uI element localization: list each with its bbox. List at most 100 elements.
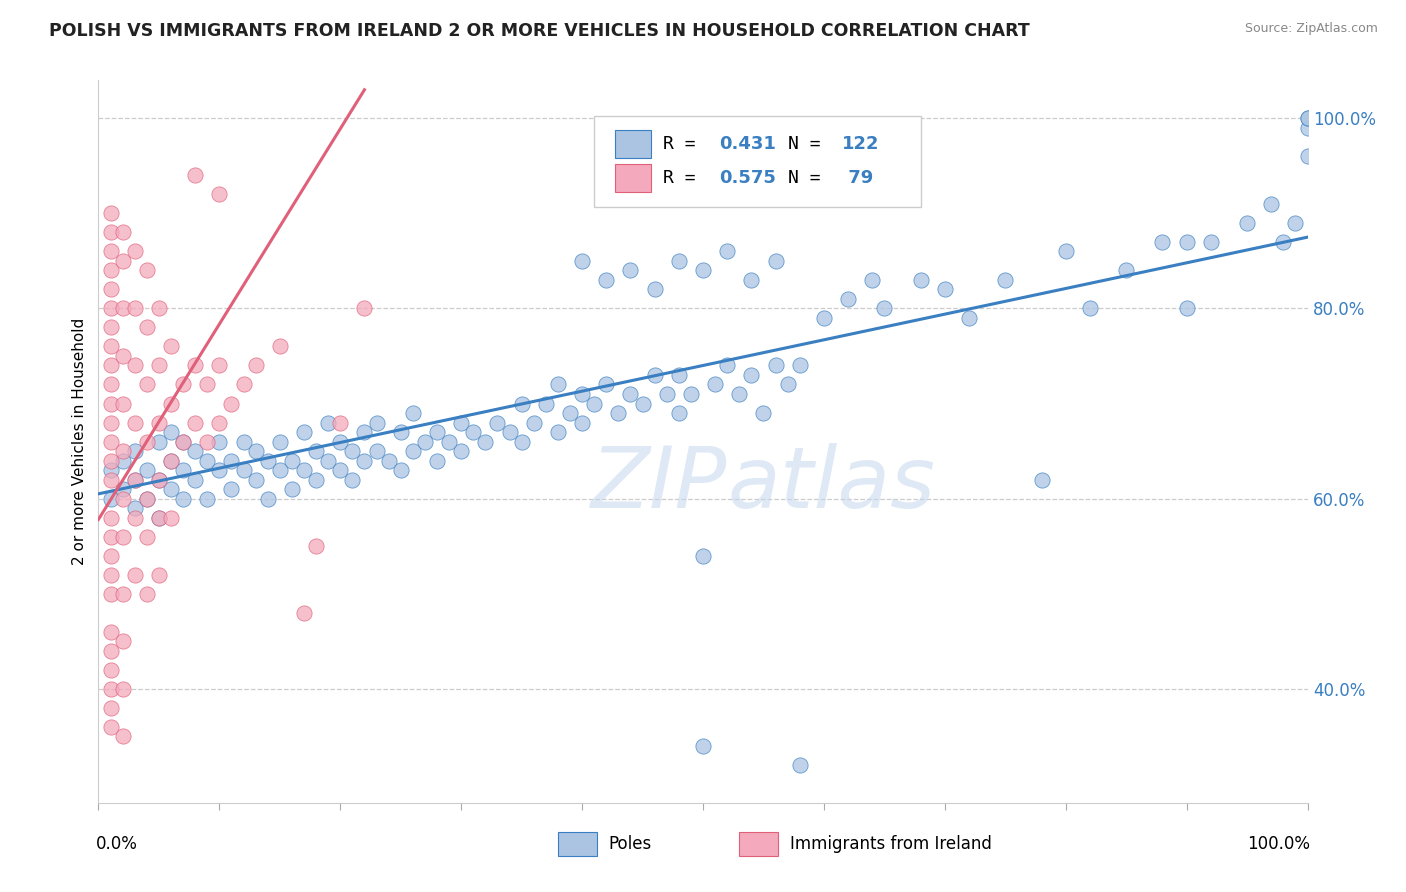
Point <box>221 453 243 467</box>
Point <box>124 416 146 430</box>
Point <box>426 425 449 439</box>
Point <box>184 473 207 487</box>
Point <box>135 377 157 392</box>
Point <box>547 377 569 392</box>
Point <box>100 463 122 477</box>
Point <box>221 396 243 410</box>
Point <box>160 510 183 524</box>
Point <box>160 339 183 353</box>
Point <box>232 434 254 449</box>
Text: N =: N = <box>787 135 831 153</box>
Point <box>281 453 304 467</box>
Point <box>100 491 122 506</box>
Point <box>1296 149 1319 163</box>
FancyBboxPatch shape <box>558 832 596 855</box>
Point <box>353 425 375 439</box>
Point <box>172 491 194 506</box>
Point <box>148 416 170 430</box>
Point <box>413 434 436 449</box>
Text: atlas: atlas <box>727 443 935 526</box>
Point <box>221 482 243 496</box>
Point <box>172 463 194 477</box>
Point <box>1284 216 1306 230</box>
Point <box>256 491 278 506</box>
Point <box>100 434 122 449</box>
Point <box>135 320 157 334</box>
Point <box>450 444 472 458</box>
Point <box>111 453 134 467</box>
Point <box>437 434 460 449</box>
Point <box>100 567 122 582</box>
Point <box>111 634 134 648</box>
Point <box>100 510 122 524</box>
Point <box>100 339 122 353</box>
FancyBboxPatch shape <box>740 832 778 855</box>
Point <box>100 681 122 696</box>
Point <box>160 453 183 467</box>
Point <box>111 396 134 410</box>
Text: Source: ZipAtlas.com: Source: ZipAtlas.com <box>1244 22 1378 36</box>
Point <box>269 463 291 477</box>
Point <box>523 416 546 430</box>
FancyBboxPatch shape <box>595 117 921 207</box>
Point <box>111 301 134 316</box>
Text: 0.0%: 0.0% <box>96 835 138 854</box>
Text: N =: N = <box>787 169 831 186</box>
Point <box>172 434 194 449</box>
Point <box>305 444 328 458</box>
Point <box>100 453 122 467</box>
Point <box>1296 112 1319 126</box>
Point <box>184 444 207 458</box>
Point <box>124 567 146 582</box>
Point <box>789 359 811 373</box>
FancyBboxPatch shape <box>614 130 651 158</box>
Point <box>124 473 146 487</box>
Point <box>148 510 170 524</box>
Point <box>402 444 425 458</box>
Text: R =: R = <box>664 135 707 153</box>
Point <box>644 282 666 296</box>
Point <box>292 425 315 439</box>
Text: ZIP: ZIP <box>591 443 727 526</box>
Point <box>389 425 412 439</box>
Point <box>245 444 267 458</box>
Point <box>329 463 352 477</box>
Text: POLISH VS IMMIGRANTS FROM IRELAND 2 OR MORE VEHICLES IN HOUSEHOLD CORRELATION CH: POLISH VS IMMIGRANTS FROM IRELAND 2 OR M… <box>49 22 1031 40</box>
Point <box>463 425 485 439</box>
Point <box>426 453 449 467</box>
Point <box>1260 197 1282 211</box>
Point <box>474 434 496 449</box>
Point <box>1054 244 1077 259</box>
Point <box>498 425 520 439</box>
Point <box>1199 235 1222 249</box>
Point <box>679 387 702 401</box>
Point <box>111 491 134 506</box>
Point <box>100 416 122 430</box>
Text: Immigrants from Ireland: Immigrants from Ireland <box>790 835 993 853</box>
Point <box>813 310 835 325</box>
Text: 79: 79 <box>842 169 873 186</box>
Point <box>111 254 134 268</box>
Point <box>389 463 412 477</box>
Point <box>305 539 328 553</box>
Point <box>100 624 122 639</box>
Point <box>195 377 218 392</box>
Point <box>100 396 122 410</box>
Point <box>353 453 375 467</box>
Point <box>305 473 328 487</box>
Point <box>100 549 122 563</box>
Point <box>148 510 170 524</box>
Point <box>245 359 267 373</box>
Point <box>558 406 581 420</box>
Point <box>124 444 146 458</box>
Point <box>366 416 388 430</box>
Point <box>1115 263 1137 277</box>
Point <box>148 359 170 373</box>
Point <box>148 434 170 449</box>
Point <box>135 530 157 544</box>
Point <box>100 473 122 487</box>
FancyBboxPatch shape <box>614 164 651 192</box>
Point <box>329 434 352 449</box>
Point <box>269 339 291 353</box>
Point <box>100 320 122 334</box>
